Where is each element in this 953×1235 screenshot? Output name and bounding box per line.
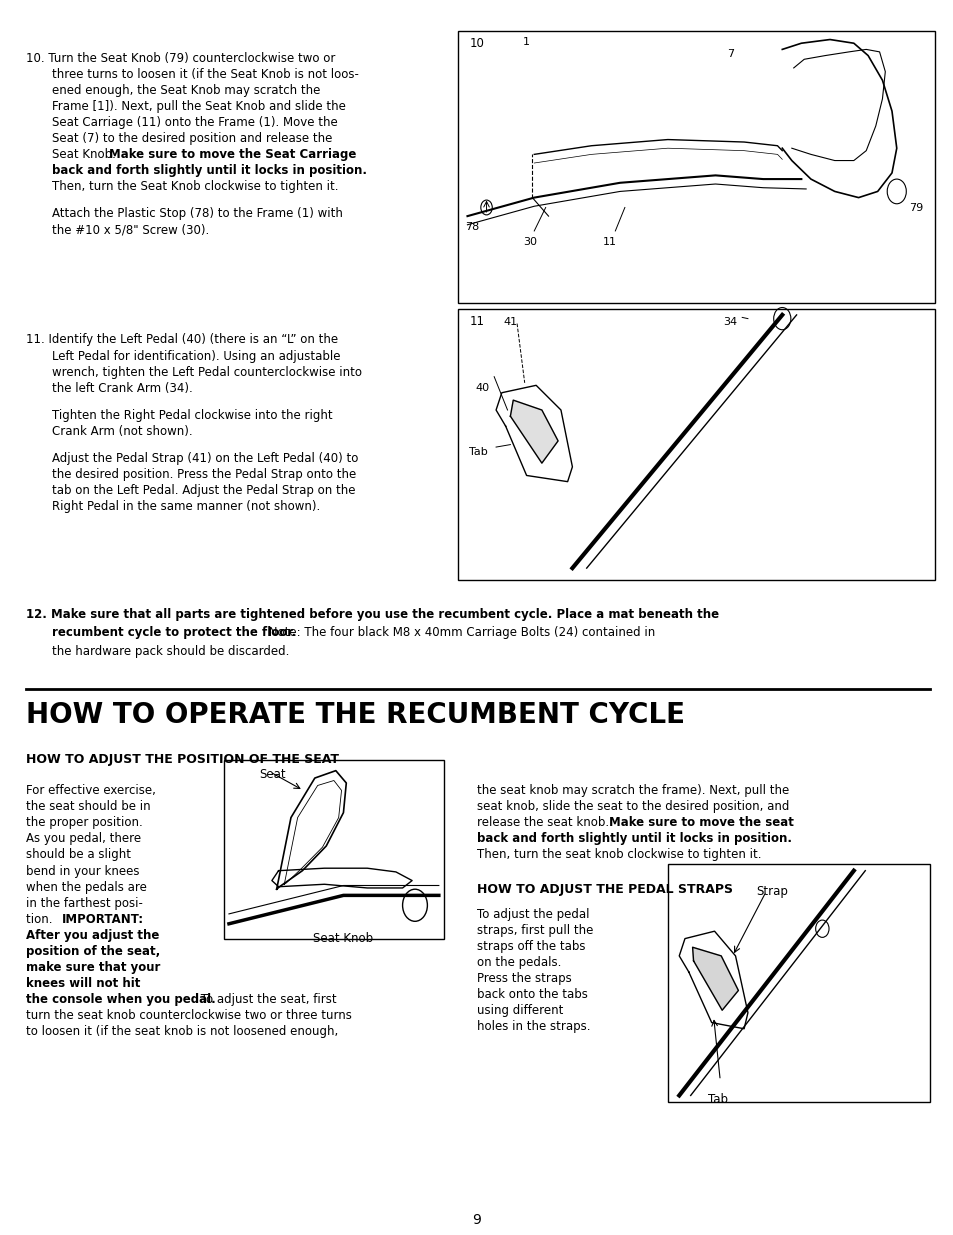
Text: 9: 9 (472, 1213, 481, 1226)
Polygon shape (510, 400, 558, 463)
Text: tion.: tion. (26, 913, 56, 926)
Text: the console when you pedal.: the console when you pedal. (26, 993, 215, 1007)
Text: back and forth slightly until it locks in position.: back and forth slightly until it locks i… (476, 832, 791, 846)
Text: 10. Turn the Seat Knob (79) counterclockwise two or: 10. Turn the Seat Knob (79) counterclock… (26, 52, 335, 65)
Text: 11. Identify the Left Pedal (40) (there is an “L” on the: 11. Identify the Left Pedal (40) (there … (26, 333, 337, 347)
Text: 12.: 12. (26, 608, 51, 621)
Text: three turns to loosen it (if the Seat Knob is not loos-: three turns to loosen it (if the Seat Kn… (51, 68, 358, 82)
Text: Seat Knob.: Seat Knob. (51, 148, 119, 162)
Text: the desired position. Press the Pedal Strap onto the: the desired position. Press the Pedal St… (51, 468, 355, 482)
Text: on the pedals.: on the pedals. (476, 956, 560, 969)
Text: Seat (7) to the desired position and release the: Seat (7) to the desired position and rel… (51, 132, 332, 146)
Text: tab on the Left Pedal. Adjust the Pedal Strap on the: tab on the Left Pedal. Adjust the Pedal … (51, 484, 355, 498)
Text: back and forth slightly until it locks in position.: back and forth slightly until it locks i… (51, 164, 366, 178)
Text: Tighten the Right Pedal clockwise into the right: Tighten the Right Pedal clockwise into t… (51, 409, 332, 422)
Text: Note: The four black M8 x 40mm Carriage Bolts (24) contained in: Note: The four black M8 x 40mm Carriage … (265, 626, 655, 640)
Text: bend in your knees: bend in your knees (26, 864, 139, 878)
Text: Crank Arm (not shown).: Crank Arm (not shown). (51, 425, 192, 438)
Text: in the farthest posi-: in the farthest posi- (26, 897, 143, 910)
Text: seat knob, slide the seat to the desired position, and: seat knob, slide the seat to the desired… (476, 800, 788, 814)
Text: Make sure to move the seat: Make sure to move the seat (608, 816, 793, 830)
Polygon shape (692, 947, 738, 1010)
Text: As you pedal, there: As you pedal, there (26, 832, 141, 846)
Text: when the pedals are: when the pedals are (26, 881, 147, 894)
Text: to loosen it (if the seat knob is not loosened enough,: to loosen it (if the seat knob is not lo… (26, 1025, 337, 1039)
Text: the proper position.: the proper position. (26, 816, 142, 830)
Text: 30: 30 (522, 237, 537, 247)
Text: the #10 x 5/8" Screw (30).: the #10 x 5/8" Screw (30). (51, 224, 209, 237)
Text: the left Crank Arm (34).: the left Crank Arm (34). (51, 382, 193, 395)
Text: 34: 34 (722, 317, 737, 327)
Text: Seat Knob: Seat Knob (313, 932, 373, 946)
Text: knees will not hit: knees will not hit (26, 977, 140, 990)
Text: Then, turn the Seat Knob clockwise to tighten it.: Then, turn the Seat Knob clockwise to ti… (51, 180, 337, 194)
Text: For effective exercise,: For effective exercise, (26, 784, 155, 798)
Text: recumbent cycle to protect the floor.: recumbent cycle to protect the floor. (51, 626, 295, 640)
Text: wrench, tighten the Left Pedal counterclockwise into: wrench, tighten the Left Pedal countercl… (51, 366, 361, 379)
Text: 11: 11 (469, 315, 484, 329)
Text: Frame [1]). Next, pull the Seat Knob and slide the: Frame [1]). Next, pull the Seat Knob and… (51, 100, 345, 114)
Text: Make sure to move the Seat Carriage: Make sure to move the Seat Carriage (109, 148, 355, 162)
Text: Seat Carriage (11) onto the Frame (1). Move the: Seat Carriage (11) onto the Frame (1). M… (51, 116, 337, 130)
Text: the seat should be in: the seat should be in (26, 800, 151, 814)
Text: straps, first pull the: straps, first pull the (476, 924, 593, 937)
Text: the seat knob may scratch the frame). Next, pull the: the seat knob may scratch the frame). Ne… (476, 784, 788, 798)
Bar (457, 309, 934, 580)
Text: Attach the Plastic Stop (78) to the Frame (1) with: Attach the Plastic Stop (78) to the Fram… (51, 207, 342, 221)
Bar (667, 864, 929, 1102)
Text: IMPORTANT:: IMPORTANT: (62, 913, 144, 926)
Text: HOW TO ADJUST THE PEDAL STRAPS: HOW TO ADJUST THE PEDAL STRAPS (476, 883, 732, 897)
Text: should be a slight: should be a slight (26, 848, 131, 862)
Text: Left Pedal for identification). Using an adjustable: Left Pedal for identification). Using an… (51, 350, 339, 363)
Text: Press the straps: Press the straps (476, 972, 571, 986)
Text: 1: 1 (522, 37, 529, 47)
Bar (457, 31, 934, 303)
Text: holes in the straps.: holes in the straps. (476, 1020, 590, 1034)
Text: 10: 10 (469, 37, 484, 51)
Text: make sure that your: make sure that your (26, 961, 160, 974)
Text: After you adjust the: After you adjust the (26, 929, 159, 942)
Text: HOW TO OPERATE THE RECUMBENT CYCLE: HOW TO OPERATE THE RECUMBENT CYCLE (26, 701, 684, 730)
Text: using different: using different (476, 1004, 563, 1018)
Text: To adjust the pedal: To adjust the pedal (476, 908, 589, 921)
Text: Right Pedal in the same manner (not shown).: Right Pedal in the same manner (not show… (51, 500, 319, 514)
Text: To adjust the seat, first: To adjust the seat, first (197, 993, 336, 1007)
Text: position of the seat,: position of the seat, (26, 945, 160, 958)
Text: 41: 41 (503, 317, 517, 327)
Text: turn the seat knob counterclockwise two or three turns: turn the seat knob counterclockwise two … (26, 1009, 352, 1023)
Text: ened enough, the Seat Knob may scratch the: ened enough, the Seat Knob may scratch t… (51, 84, 319, 98)
Text: release the seat knob.: release the seat knob. (476, 816, 612, 830)
Text: Tab: Tab (469, 447, 488, 457)
Bar (224, 760, 443, 939)
Text: 40: 40 (475, 383, 489, 393)
Text: HOW TO ADJUST THE POSITION OF THE SEAT: HOW TO ADJUST THE POSITION OF THE SEAT (26, 753, 338, 767)
Text: straps off the tabs: straps off the tabs (476, 940, 585, 953)
Text: the hardware pack should be discarded.: the hardware pack should be discarded. (51, 645, 289, 658)
Text: Strap: Strap (756, 885, 787, 899)
Text: Make sure that all parts are tightened before you use the recumbent cycle. Place: Make sure that all parts are tightened b… (51, 608, 718, 621)
Text: Tab: Tab (707, 1093, 727, 1107)
Text: Adjust the Pedal Strap (41) on the Left Pedal (40) to: Adjust the Pedal Strap (41) on the Left … (51, 452, 357, 466)
Text: 78: 78 (464, 222, 478, 232)
Text: back onto the tabs: back onto the tabs (476, 988, 587, 1002)
Text: 7: 7 (726, 49, 733, 59)
Text: 11: 11 (602, 237, 617, 247)
Text: Then, turn the seat knob clockwise to tighten it.: Then, turn the seat knob clockwise to ti… (476, 848, 760, 862)
Text: Seat: Seat (259, 768, 286, 782)
Text: 79: 79 (908, 203, 923, 212)
